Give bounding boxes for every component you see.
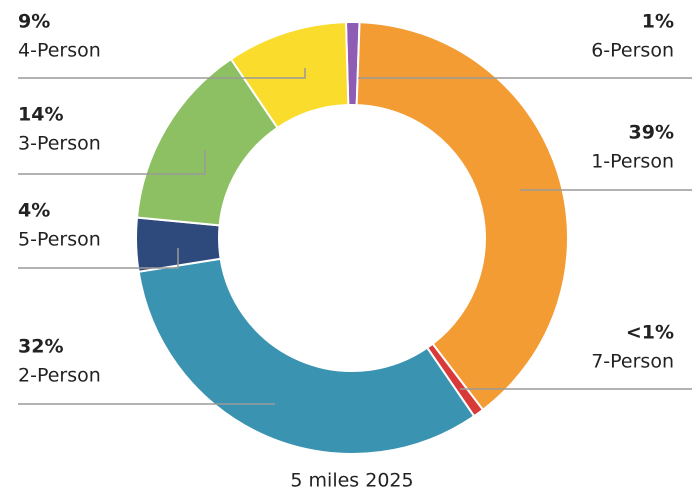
slice-percent: 9% <box>18 11 50 33</box>
slice-label: 2-Person <box>18 365 101 387</box>
slice-percent: 39% <box>629 122 674 144</box>
donut-slice <box>229 21 350 130</box>
donut-slice <box>355 21 569 412</box>
chart-subtitle: 5 miles 2025 <box>290 470 413 492</box>
leader-line <box>18 150 206 175</box>
slice-percent: 32% <box>18 336 63 358</box>
leader-line <box>18 68 306 79</box>
slice-label: 4-Person <box>18 40 101 62</box>
slice-percent: 14% <box>18 104 63 126</box>
slice-percent: 4% <box>18 200 50 222</box>
slice-percent: <1% <box>626 322 674 344</box>
slice-label: 1-Person <box>591 151 674 173</box>
slice-label: 7-Person <box>591 351 674 373</box>
slice-label: 5-Person <box>18 229 101 251</box>
donut-slice <box>137 257 476 455</box>
slice-label: 3-Person <box>18 133 101 155</box>
slice-label: 6-Person <box>591 40 674 62</box>
slice-percent: 1% <box>642 11 674 33</box>
leader-line <box>18 248 179 269</box>
